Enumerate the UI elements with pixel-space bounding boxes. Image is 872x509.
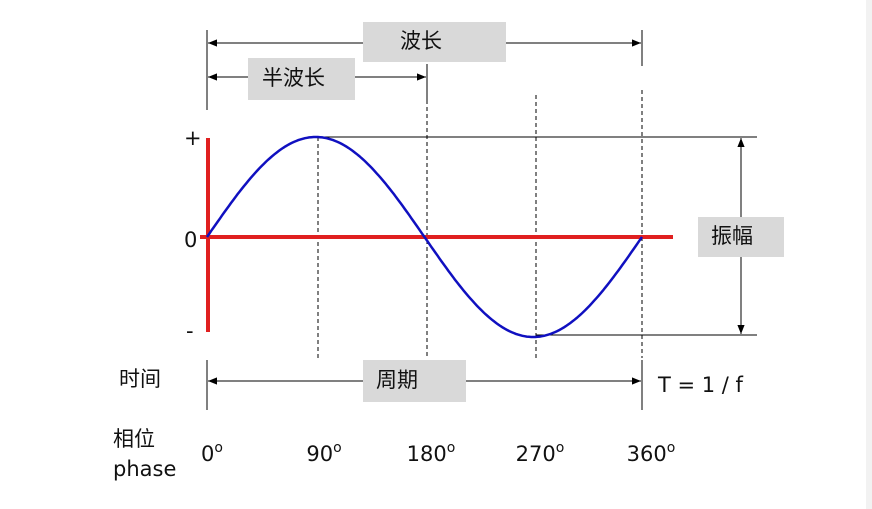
phase-value: 270 — [516, 442, 556, 466]
edge — [866, 0, 872, 509]
phase-value: 0 — [201, 442, 214, 466]
label-box — [363, 22, 506, 62]
phase-value: 180 — [407, 442, 447, 466]
degree-mark: o — [333, 440, 342, 456]
half-wavelength-label: 半波长 — [262, 66, 325, 90]
label-box — [698, 217, 784, 257]
axis-zero: 0 — [184, 228, 197, 252]
axis-minus: - — [186, 319, 194, 343]
degree-mark: o — [214, 440, 223, 456]
degree-mark: o — [667, 440, 676, 456]
axis-plus: + — [184, 126, 202, 150]
period-formula: T = 1 / f — [657, 373, 744, 397]
phase-label: 270o — [516, 440, 565, 466]
phase-label: 90o — [306, 440, 341, 466]
amplitude-label: 振幅 — [711, 224, 753, 248]
phase-value: 90 — [306, 442, 333, 466]
phase-value: 360 — [627, 442, 667, 466]
phase-label: 360o — [627, 440, 676, 466]
sine-wave — [205, 135, 644, 339]
label-box — [248, 58, 355, 100]
label-box — [363, 360, 466, 402]
wavelength-label: 波长 — [400, 29, 442, 53]
time-label: 时间 — [119, 367, 161, 391]
phase-label: 180o — [407, 440, 456, 466]
period-label: 周期 — [376, 368, 418, 392]
degree-mark: o — [447, 440, 456, 456]
phase-label: 0o — [201, 440, 223, 466]
phase-title: 相位 — [113, 427, 155, 451]
degree-mark: o — [556, 440, 565, 456]
phase-title: phase — [113, 457, 176, 481]
